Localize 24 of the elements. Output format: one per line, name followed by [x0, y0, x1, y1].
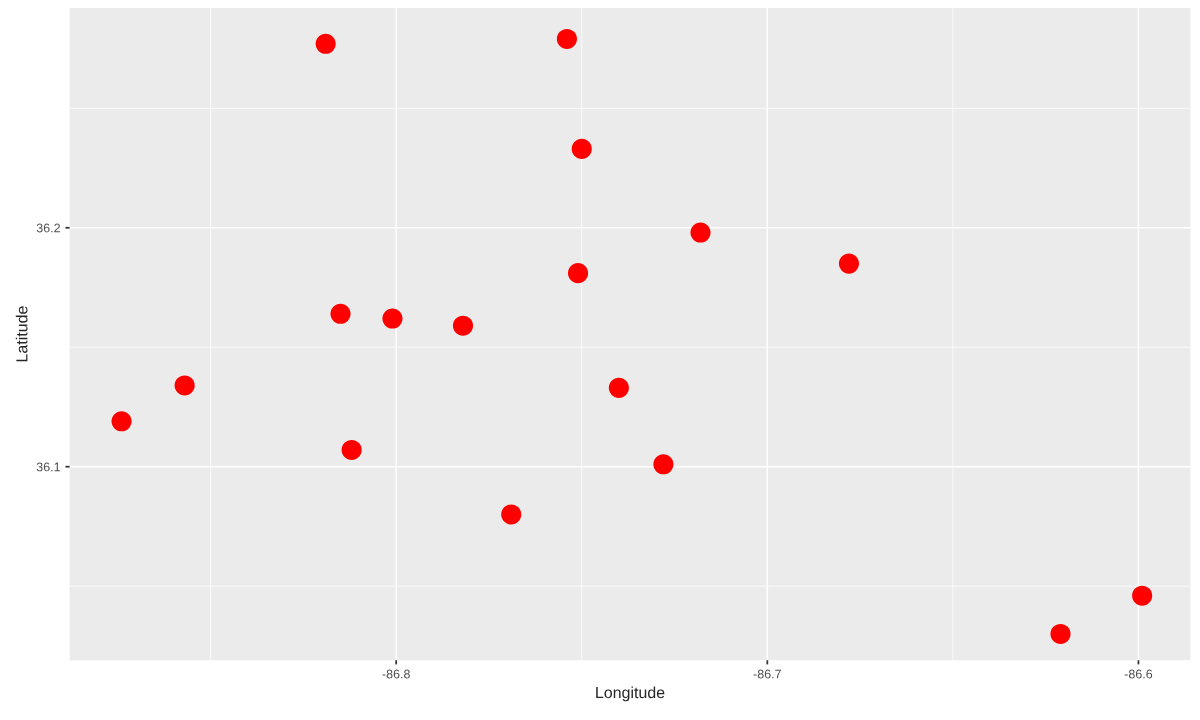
point	[315, 33, 336, 54]
point	[330, 303, 351, 324]
point	[1050, 623, 1071, 645]
point	[556, 28, 577, 50]
point	[382, 308, 403, 329]
point	[1132, 585, 1153, 606]
point	[838, 253, 860, 274]
point	[653, 454, 674, 475]
point	[111, 411, 132, 432]
x-axis-title: Longitude	[596, 686, 665, 702]
x-tick-label: -86.8	[382, 669, 410, 679]
point	[608, 377, 629, 398]
point	[567, 263, 589, 284]
point	[174, 375, 195, 396]
x-tick-label: -86.7	[753, 669, 781, 679]
point	[501, 504, 522, 525]
y-axis-title: Latitude	[15, 306, 28, 362]
point	[452, 315, 474, 336]
point	[341, 439, 362, 461]
y-tick-label: 36.2	[36, 223, 60, 233]
x-tick-label: -86.6	[1124, 669, 1153, 679]
y-tick-label: 36.1	[36, 462, 60, 472]
point	[690, 222, 711, 243]
point	[571, 138, 592, 159]
